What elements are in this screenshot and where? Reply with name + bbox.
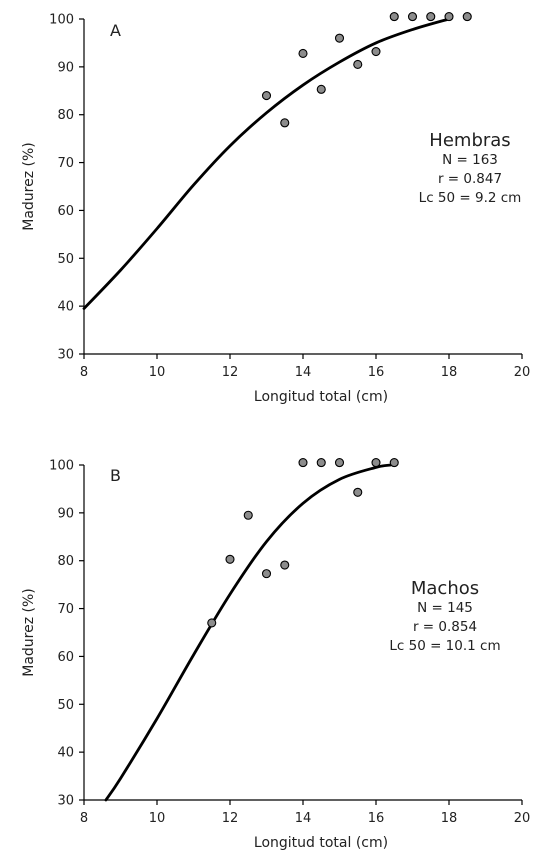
data-point — [334, 458, 345, 468]
data-point — [225, 554, 235, 564]
y-tick-label: 40 — [57, 746, 74, 761]
x-tick-label: 14 — [295, 811, 312, 826]
legend-title: Hembras — [429, 130, 510, 151]
y-tick-label: 100 — [49, 13, 74, 28]
x-tick-label: 12 — [222, 365, 239, 380]
legend-stat: N = 145 — [417, 600, 473, 616]
chart-panel-a: 30 40 50 60 70 80 90 100 8 10 12 14 16 18 20 Longitud t… — [21, 12, 531, 405]
x-tick-label: 18 — [441, 365, 458, 380]
y-tick-label: 60 — [57, 650, 74, 665]
data-point — [316, 84, 326, 94]
y-tick-label: 40 — [57, 300, 74, 315]
x-axis-title: Longitud total (cm) — [254, 389, 388, 405]
data-point — [444, 12, 454, 22]
y-tick-label: 50 — [57, 252, 74, 267]
y-tick-label: 70 — [57, 602, 74, 617]
data-point — [298, 48, 308, 59]
x-tick-label: 14 — [295, 365, 312, 380]
x-tick-label: 18 — [441, 811, 458, 826]
panel-label: A — [110, 21, 121, 40]
x-tick-label: 16 — [368, 365, 385, 380]
data-point — [298, 458, 308, 468]
data-point — [389, 12, 399, 22]
data-point — [426, 12, 436, 22]
data-point — [261, 91, 272, 101]
x-tick-label: 8 — [80, 365, 88, 380]
data-point — [207, 618, 217, 628]
fit-curve — [104, 463, 392, 802]
y-tick-label: 30 — [57, 794, 74, 809]
y-tick-label: 30 — [57, 348, 74, 363]
legend-stat: Lc 50 = 10.1 cm — [389, 638, 500, 654]
legend-stat: r = 0.854 — [413, 619, 477, 635]
data-point — [243, 510, 253, 520]
fit-curve — [82, 17, 451, 310]
data-point — [389, 458, 399, 468]
panel-label: B — [110, 466, 121, 485]
data-point — [280, 560, 290, 570]
legend-stat: Lc 50 = 9.2 cm — [419, 190, 522, 206]
y-tick-label: 70 — [57, 156, 74, 171]
y-tick-label: 60 — [57, 204, 74, 219]
x-axis-title: Longitud total (cm) — [254, 835, 388, 851]
data-point — [462, 12, 472, 22]
y-tick-label: 80 — [57, 108, 74, 123]
x-tick-label: 10 — [149, 365, 166, 380]
y-tick-label: 90 — [57, 60, 74, 75]
data-point — [371, 458, 381, 468]
y-tick-label: 100 — [49, 459, 74, 474]
x-tick-label: 20 — [514, 365, 531, 380]
y-tick-label: 80 — [57, 554, 74, 569]
data-point — [261, 569, 272, 579]
x-tick-label: 8 — [80, 811, 88, 826]
data-point — [407, 12, 418, 22]
x-tick-label: 16 — [368, 811, 385, 826]
x-tick-label: 10 — [149, 811, 166, 826]
data-point — [353, 487, 363, 497]
chart-panel-b: 30 40 50 60 70 80 90 100 8 10 12 14 16 18 20 Longitud t… — [21, 458, 531, 851]
data-point — [371, 46, 381, 57]
x-tick-label: 20 — [514, 811, 531, 826]
legend-title: Machos — [411, 578, 479, 599]
data-point — [316, 458, 326, 468]
y-tick-label: 90 — [57, 506, 74, 521]
y-tick-label: 50 — [57, 698, 74, 713]
x-tick-label: 12 — [222, 811, 239, 826]
y-axis-title: Madurez (%) — [21, 588, 37, 677]
data-point — [280, 118, 290, 128]
legend-stat: N = 163 — [442, 152, 498, 168]
data-point — [334, 33, 345, 43]
y-axis-title: Madurez (%) — [21, 142, 37, 231]
data-point — [353, 59, 363, 70]
legend-stat: r = 0.847 — [438, 171, 502, 187]
